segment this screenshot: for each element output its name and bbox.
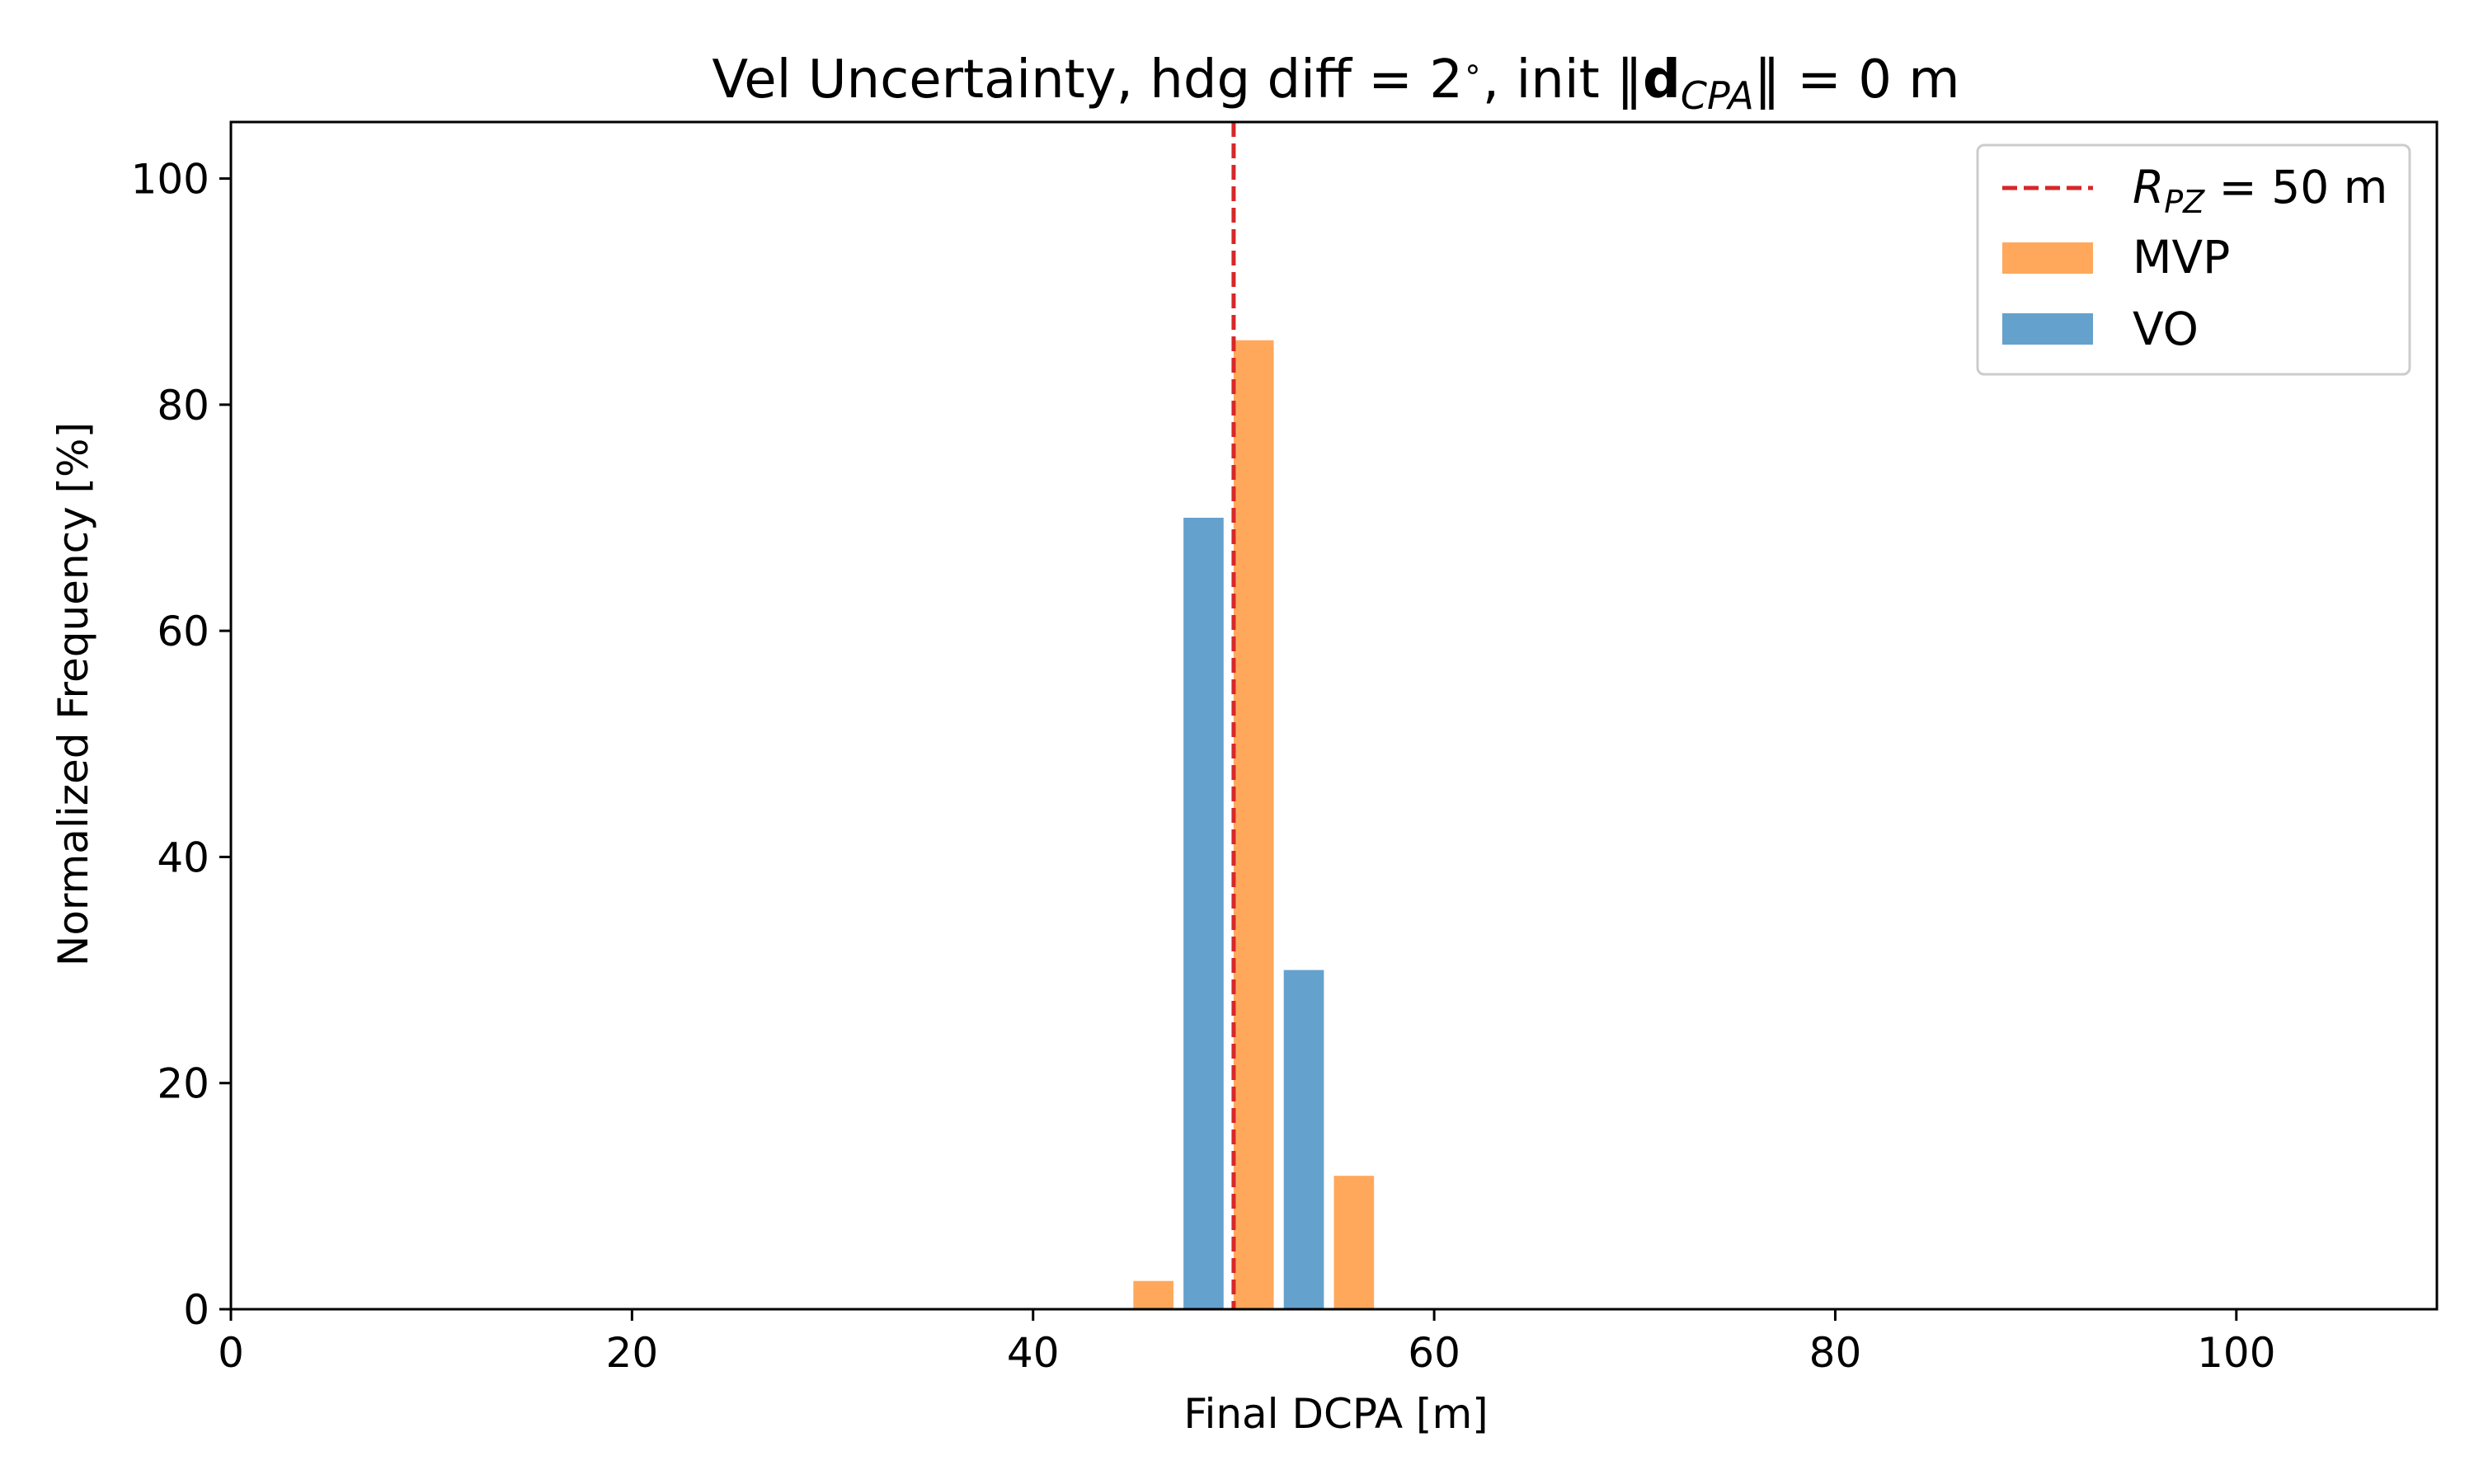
y-tick-label: 100 [131,156,209,204]
legend-label-mvp: MVP [2133,231,2230,284]
x-tick-label: 60 [1408,1329,1460,1377]
plot-area-frame [229,120,2439,1311]
bar-vo-50 [1283,970,1324,1309]
legend-label-vo: VO [2133,303,2199,355]
x-tick-label: 20 [606,1329,659,1377]
y-axis: 0 20 40 60 80 100 [131,156,231,1334]
bar-mvp-50 [1233,340,1274,1310]
chart-title: Vel Uncertainty, hdg diff = 2∘, init ‖dC… [712,49,1959,118]
bar-mvp-45 [1133,1280,1174,1309]
y-tick-label: 40 [157,834,209,881]
bar-mvp-55 [1333,1176,1375,1309]
x-tick-label: 80 [1809,1329,1862,1377]
legend-label-rpz: RPZ = 50 m [2133,161,2387,220]
legend: RPZ = 50 m MVP VO [1976,143,2411,376]
legend-swatch-mvp [2002,242,2093,274]
x-tick-label: 40 [1007,1329,1060,1377]
y-tick-label: 60 [157,608,209,655]
y-tick-label: 0 [183,1286,209,1334]
legend-swatch-vo [2002,313,2093,345]
bar-layer [1133,340,1375,1310]
x-tick-label: 100 [2197,1329,2275,1377]
y-axis-label: Normalized Frequency [%] [49,422,97,966]
x-axis-label: Final DCPA [m] [1183,1390,1488,1438]
x-axis: 0 20 40 60 80 100 [218,1309,2276,1377]
y-tick-label: 80 [157,382,209,430]
x-tick-label: 0 [218,1329,244,1377]
y-tick-label: 20 [157,1060,209,1108]
bar-vo-45 [1183,518,1224,1309]
